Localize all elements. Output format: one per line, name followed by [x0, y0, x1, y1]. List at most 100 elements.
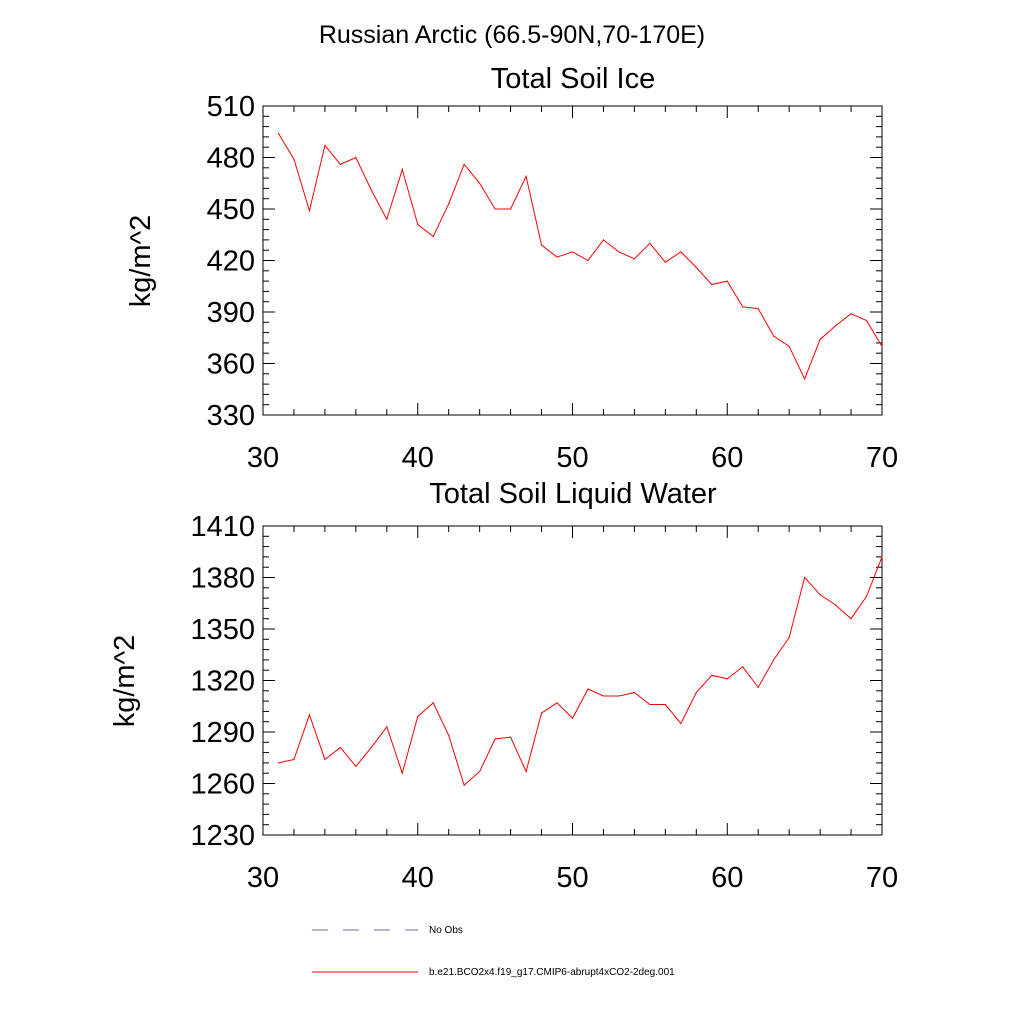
series-layer	[277, 556, 883, 787]
data-point	[494, 738, 496, 740]
data-point	[726, 678, 728, 680]
x-tick-label: 50	[556, 442, 588, 474]
data-point	[773, 335, 775, 337]
data-point	[463, 784, 465, 786]
data-point	[463, 163, 465, 165]
data-point	[401, 772, 403, 774]
y-axis-label: kg/m^2	[109, 635, 141, 728]
legend-label-model: b.e21.BCO2x4.f19_g17.CMIP6-abrupt4xCO2-2…	[429, 967, 675, 978]
data-point	[618, 251, 620, 253]
data-point	[742, 306, 744, 308]
data-point	[881, 556, 883, 558]
data-point	[494, 208, 496, 210]
data-point	[757, 307, 759, 310]
plot-frame	[262, 525, 883, 836]
x-tick-label: 50	[556, 862, 588, 894]
data-point	[525, 175, 527, 177]
data-point	[277, 132, 280, 135]
data-point	[417, 715, 419, 718]
y-tick-label: 360	[207, 349, 255, 381]
chart-panel-soil-liquid-water: Total Soil Liquid Water kg/m^2 30 40 50 60 7…	[109, 478, 898, 894]
x-ticks: 30 40 50 60 70	[247, 526, 898, 894]
data-point	[773, 659, 775, 661]
data-point	[324, 758, 326, 761]
series-line	[278, 556, 883, 787]
data-point	[664, 703, 666, 706]
data-point	[277, 762, 280, 764]
chart-title: Total Soil Ice	[491, 63, 655, 95]
data-point	[757, 686, 759, 688]
y-tick-label: 450	[207, 194, 255, 226]
data-point	[834, 325, 837, 327]
x-ticks: 30 40 50 60 70	[247, 106, 898, 474]
data-point	[865, 595, 868, 597]
y-tick-label: 1350	[190, 614, 255, 646]
data-point	[804, 576, 806, 579]
data-point	[540, 244, 543, 246]
data-point	[865, 319, 868, 322]
y-tick-label: 1380	[190, 563, 255, 595]
data-point	[370, 746, 372, 749]
data-point	[788, 636, 790, 639]
data-point	[479, 770, 481, 773]
data-point	[834, 604, 837, 606]
y-tick-label: 1290	[190, 717, 255, 749]
data-point	[850, 313, 852, 315]
x-tick-label: 40	[402, 442, 434, 474]
data-point	[881, 345, 883, 347]
data-point	[386, 726, 388, 728]
data-point	[339, 746, 341, 749]
chart-panel-soil-ice: Total Soil Ice kg/m^2 30 40 50 60 70 3303603…	[125, 63, 898, 474]
data-point	[324, 144, 326, 147]
data-point	[695, 691, 697, 694]
legend-label-no-obs: No Obs	[429, 925, 463, 936]
data-point	[540, 712, 543, 714]
y-tick-label: 1230	[190, 820, 255, 852]
data-point	[633, 258, 636, 260]
data-point	[649, 703, 651, 706]
data-point	[819, 594, 821, 596]
data-point	[742, 666, 744, 668]
data-point	[525, 770, 527, 773]
x-tick-label: 70	[866, 862, 898, 894]
data-point	[649, 242, 651, 244]
data-point	[556, 256, 558, 258]
y-tick-label: 1260	[190, 769, 255, 801]
data-point	[510, 736, 512, 738]
y-ticks: 330 360 390 420 450 480 510	[207, 91, 882, 432]
data-point	[339, 163, 341, 165]
data-point	[804, 378, 806, 380]
x-tick-label: 40	[402, 862, 434, 894]
data-point	[788, 345, 790, 347]
legend: No Obs b.e21.BCO2x4.f19_g17.CMIP6-abrupt…	[312, 925, 675, 978]
data-point	[587, 688, 589, 690]
data-point	[571, 251, 574, 253]
data-point	[308, 210, 311, 212]
series-layer	[277, 132, 883, 381]
y-tick-label: 510	[207, 91, 255, 123]
x-tick-label: 30	[247, 862, 279, 894]
data-point	[711, 283, 713, 286]
y-tick-label: 390	[207, 297, 255, 329]
data-point	[819, 338, 821, 341]
y-axis-label: kg/m^2	[125, 215, 157, 308]
x-tick-label: 30	[247, 442, 279, 474]
data-point	[711, 674, 713, 676]
data-point	[680, 251, 682, 253]
y-tick-label: 1320	[190, 666, 255, 698]
data-point	[571, 717, 574, 719]
data-point	[664, 261, 666, 263]
data-point	[510, 208, 512, 210]
data-point	[633, 691, 636, 694]
data-point	[602, 695, 605, 697]
data-point	[726, 280, 728, 282]
data-point	[587, 259, 589, 262]
data-point	[448, 203, 450, 205]
chart-title: Total Soil Liquid Water	[429, 478, 717, 510]
plot-frame	[262, 105, 883, 416]
x-tick-label: 70	[866, 442, 898, 474]
data-point	[417, 223, 419, 226]
data-point	[370, 189, 372, 191]
data-point	[401, 168, 403, 171]
